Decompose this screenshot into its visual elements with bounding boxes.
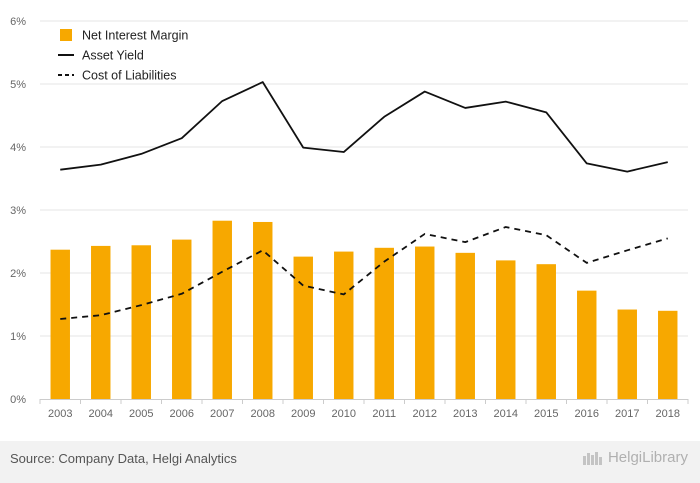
x-tick-label: 2015 — [534, 408, 558, 420]
asset-yield-line — [60, 81, 668, 173]
x-tick-label: 2011 — [372, 408, 396, 420]
y-tick-label: 4% — [10, 142, 26, 154]
bar — [91, 245, 111, 399]
x-tick-label: 2005 — [129, 408, 153, 420]
lines — [60, 81, 669, 320]
legend-label: Cost of Liabilities — [82, 69, 177, 83]
x-tick-label: 2017 — [615, 408, 639, 420]
library-icon — [582, 451, 602, 465]
chart: 0% 1% 2% 3% 4% 5% 6% 2003 2004 2005 2006 2007 2008 20… — [10, 16, 689, 420]
x-tick-label: 2018 — [656, 408, 680, 420]
bar — [293, 256, 313, 399]
bar — [496, 260, 516, 399]
x-tick-label: 2008 — [251, 408, 275, 420]
x-tick-label: 2003 — [48, 408, 72, 420]
x-tick-label: 2004 — [89, 408, 113, 420]
bar — [455, 252, 475, 399]
bar — [374, 247, 394, 399]
bar — [536, 264, 556, 399]
y-tick-label: 3% — [10, 205, 26, 217]
bar — [577, 290, 597, 399]
y-tick-label: 6% — [10, 16, 26, 28]
x-tick-label: 2006 — [170, 408, 194, 420]
x-tick-label: 2013 — [453, 408, 477, 420]
brand-name: HelgiLibrary — [607, 449, 688, 466]
bar — [212, 220, 232, 399]
y-tick-label: 1% — [10, 331, 26, 343]
legend-label: Asset Yield — [82, 49, 144, 63]
brand-logo: HelgiLibrary — [582, 449, 688, 466]
y-tick-label: 2% — [10, 268, 26, 280]
x-tick-label: 2012 — [413, 408, 437, 420]
bar — [172, 239, 192, 399]
axes: 0% 1% 2% 3% 4% 5% 6% 2003 2004 2005 2006 2007 2008 20… — [10, 16, 689, 420]
bar — [617, 309, 637, 399]
bar — [131, 245, 151, 399]
x-tick-label: 2016 — [575, 408, 599, 420]
bar — [334, 251, 354, 399]
x-tick-label: 2010 — [332, 408, 356, 420]
y-tick-label: 5% — [10, 79, 26, 91]
x-tick-label: 2007 — [210, 408, 234, 420]
legend: Net Interest Margin Asset Yield Cost of Li… — [58, 29, 188, 83]
legend-label: Net Interest Margin — [82, 29, 188, 43]
bar — [658, 310, 678, 399]
legend-swatch-bar — [60, 29, 72, 41]
bar — [415, 246, 435, 399]
x-tick-label: 2014 — [494, 408, 518, 420]
bars — [50, 220, 678, 399]
cost-of-liabilities-line — [60, 226, 669, 320]
bar — [253, 221, 273, 399]
y-tick-label: 0% — [10, 394, 26, 406]
source-note: Source: Company Data, Helgi Analytics — [10, 451, 237, 466]
x-tick-label: 2009 — [291, 408, 315, 420]
bar — [50, 249, 70, 399]
